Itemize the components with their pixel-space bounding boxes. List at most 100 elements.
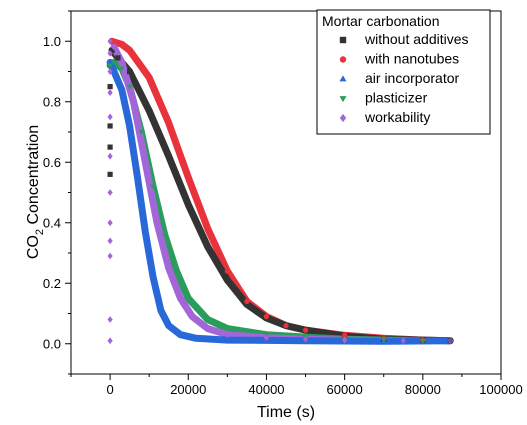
x-axis: 0 20000 40000 60000 80000 100000: [70, 374, 523, 397]
data-point: [205, 244, 211, 250]
data-point: [109, 47, 115, 53]
data-point: [127, 68, 133, 75]
data-point: [107, 59, 113, 65]
y-tick-label: 0.8: [43, 94, 61, 109]
data-point: [107, 316, 113, 323]
data-point: [244, 298, 250, 304]
data-point: [161, 232, 168, 238]
x-tick-label: 20000: [170, 382, 206, 397]
data-point: [150, 184, 156, 190]
legend-label: without additives: [364, 31, 469, 47]
y-tick-label: 0.6: [43, 155, 61, 170]
data-point: [138, 130, 145, 135]
data-point: [166, 153, 172, 159]
y-tick-label: 0.4: [43, 215, 61, 230]
data-point: [107, 237, 113, 245]
data-point: [447, 337, 454, 343]
legend-label: air incorporator: [365, 70, 459, 86]
y-axis-title: CO2 Concentration: [25, 125, 46, 259]
data-point: [224, 326, 231, 332]
data-point: [342, 336, 348, 344]
data-point: [107, 89, 113, 97]
data-point: [127, 47, 133, 53]
data-point: [205, 226, 211, 232]
data-point: [154, 219, 160, 227]
legend-marker: [339, 56, 347, 63]
data-point: [130, 98, 137, 106]
data-point: [204, 317, 211, 323]
x-tick-label: 80000: [405, 382, 441, 397]
data-point: [118, 66, 125, 72]
data-point: [126, 122, 133, 128]
data-point: [224, 268, 230, 274]
data-point: [177, 331, 184, 337]
legend: Mortar carbonation without additiveswith…: [316, 9, 491, 135]
legend-label: workability: [364, 109, 430, 125]
data-point: [185, 296, 192, 302]
data-point: [107, 123, 113, 129]
data-point: [107, 152, 113, 160]
data-point: [380, 338, 387, 344]
data-point: [107, 37, 113, 45]
series-markers: [107, 37, 454, 345]
data-point: [189, 313, 195, 320]
data-point: [205, 325, 211, 333]
data-point: [146, 108, 152, 114]
data-point: [173, 269, 180, 275]
legend-box: [316, 9, 491, 135]
data-point: [119, 41, 125, 47]
data-point: [302, 335, 309, 343]
data-point: [302, 327, 309, 333]
data-point: [107, 171, 113, 177]
data-point: [193, 335, 199, 341]
data-point: [224, 337, 231, 343]
data-point: [107, 189, 113, 196]
legend-marker: [339, 96, 347, 103]
x-tick-label: 100000: [479, 382, 522, 397]
y-tick-label: 0.0: [43, 336, 61, 351]
data-point: [185, 202, 191, 208]
legend-entries: without additives with nanotubes air incor…: [339, 31, 469, 125]
legend-marker: [339, 75, 347, 82]
data-point: [146, 74, 152, 81]
data-point: [400, 337, 406, 345]
x-tick-label: 60000: [327, 382, 363, 397]
x-tick-label: 0: [106, 382, 113, 397]
data-point: [107, 144, 113, 150]
x-tick-label: 40000: [248, 382, 284, 397]
data-point: [134, 174, 141, 180]
data-point: [111, 60, 117, 66]
data-point: [244, 301, 250, 308]
y-tick-label: 0.2: [43, 276, 61, 291]
data-point: [107, 84, 113, 90]
x-axis-title: Time (s): [257, 404, 315, 421]
legend-marker: [339, 113, 347, 123]
data-point: [111, 68, 117, 74]
data-point: [107, 113, 113, 121]
data-point: [150, 274, 156, 280]
legend-marker: [339, 36, 347, 44]
data-point: [224, 277, 230, 283]
data-point: [115, 55, 121, 61]
y-axis-title-subscript: 2: [34, 229, 46, 235]
data-point: [119, 59, 125, 66]
y-axis: 0.0 0.2 0.4 0.6 0.8 1.0: [43, 10, 71, 375]
data-point: [111, 43, 117, 51]
data-point: [107, 68, 113, 75]
data-point: [158, 307, 164, 313]
data-point: [177, 294, 184, 302]
data-point: [107, 252, 113, 260]
data-point: [165, 322, 172, 328]
data-point: [342, 332, 348, 338]
data-point: [224, 331, 230, 339]
data-point: [263, 334, 270, 342]
y-axis-title-main: CO: [25, 235, 42, 259]
data-point: [107, 63, 113, 69]
data-point: [107, 337, 113, 345]
data-point: [142, 158, 148, 166]
data-point: [166, 264, 172, 272]
data-point: [142, 228, 149, 234]
data-point: [185, 174, 191, 180]
legend-label: plasticizer: [365, 90, 428, 106]
